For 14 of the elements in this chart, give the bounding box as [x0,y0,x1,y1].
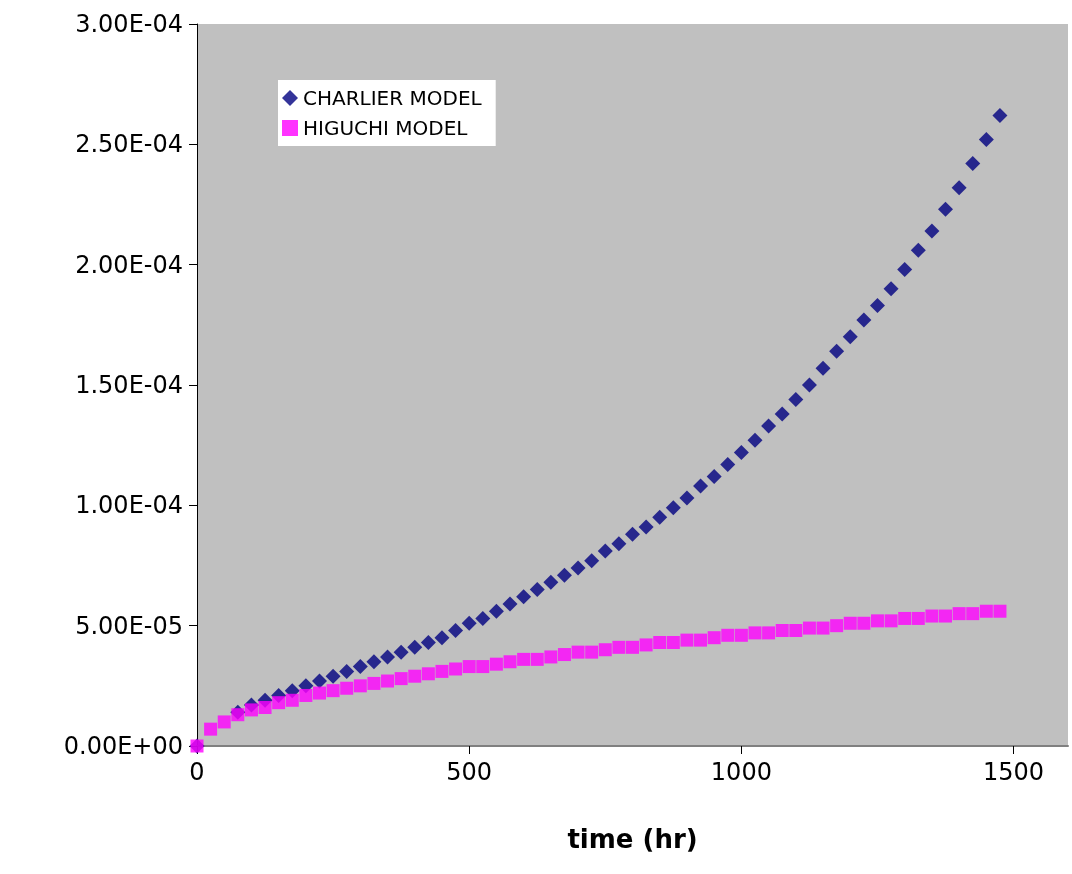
x-axis-title: time (hr) [567,824,698,854]
x-tick-label: 500 [446,758,493,786]
y-tick-label: 1.00E-04 [75,491,183,520]
y-tick-label: 2.00E-04 [75,250,183,279]
x-tick-label: 0 [189,758,205,786]
x-tick-label: 1000 [710,758,772,786]
legend-label: CHARLIER MODEL [303,86,483,110]
x-tick-label: 1500 [983,758,1045,786]
y-tick-label: 1.50E-04 [75,371,183,399]
y-tick-label: 0.00E+00 [63,732,183,760]
y-tick-label: 5.00E-05 [75,611,183,640]
legend-label: HIGUCHI MODEL [303,116,469,140]
y-tick-label: 2.50E-04 [75,130,183,159]
y-tick-label: 3.00E-04 [75,10,183,38]
